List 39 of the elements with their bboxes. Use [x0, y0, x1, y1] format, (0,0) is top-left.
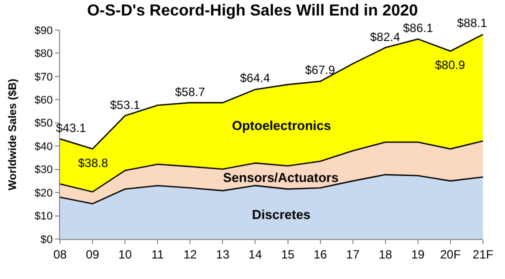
y-tick-label: $50: [34, 118, 53, 130]
chart-title: O-S-D's Record-High Sales Will End in 2020: [87, 2, 418, 20]
x-tick-label: 15: [281, 247, 295, 262]
x-tick-label: 11: [151, 247, 164, 262]
total-label: $58.7: [175, 85, 206, 99]
series-label: Discretes: [252, 207, 311, 222]
total-label: $86.1: [403, 21, 434, 35]
x-tick-label: 20F: [440, 247, 461, 262]
y-tick-label: $70: [34, 71, 53, 84]
total-label: $80.9: [435, 58, 466, 72]
y-tick-label: $0: [40, 234, 53, 246]
y-tick-label: $10: [34, 210, 53, 223]
total-label: $88.1: [457, 16, 488, 30]
y-tick-label: $20: [34, 187, 53, 200]
x-tick-label: 08: [53, 247, 67, 262]
y-tick-label: $80: [34, 48, 53, 60]
x-tick-label: 10: [118, 247, 132, 262]
x-tick-label: 13: [216, 247, 230, 262]
x-tick-label: 14: [248, 247, 262, 262]
y-tick-label: $30: [34, 164, 53, 176]
total-label: $38.8: [78, 156, 108, 170]
x-tick-label: 17: [346, 247, 360, 262]
total-label: $82.4: [370, 30, 400, 44]
total-label: $67.9: [305, 63, 336, 77]
x-tick-label: 16: [314, 247, 328, 262]
series-label: Optoelectronics: [232, 118, 331, 133]
x-tick-label: 21F: [472, 247, 494, 262]
x-tick-label: 12: [183, 247, 198, 262]
x-tick-label: 19: [411, 247, 425, 262]
total-label: $43.1: [56, 121, 86, 135]
x-tick-label: 09: [86, 247, 100, 262]
series-label: Sensors/Actuators: [223, 170, 339, 185]
y-tick-label: $90: [34, 24, 53, 37]
x-tick-label: 18: [378, 247, 392, 262]
total-label: $64.4: [240, 71, 270, 85]
total-label: $53.1: [110, 98, 140, 112]
y-axis-title: Worldwide Sales ($B): [7, 78, 20, 190]
y-tick-label: $40: [34, 140, 53, 153]
y-tick-label: $60: [34, 94, 53, 107]
